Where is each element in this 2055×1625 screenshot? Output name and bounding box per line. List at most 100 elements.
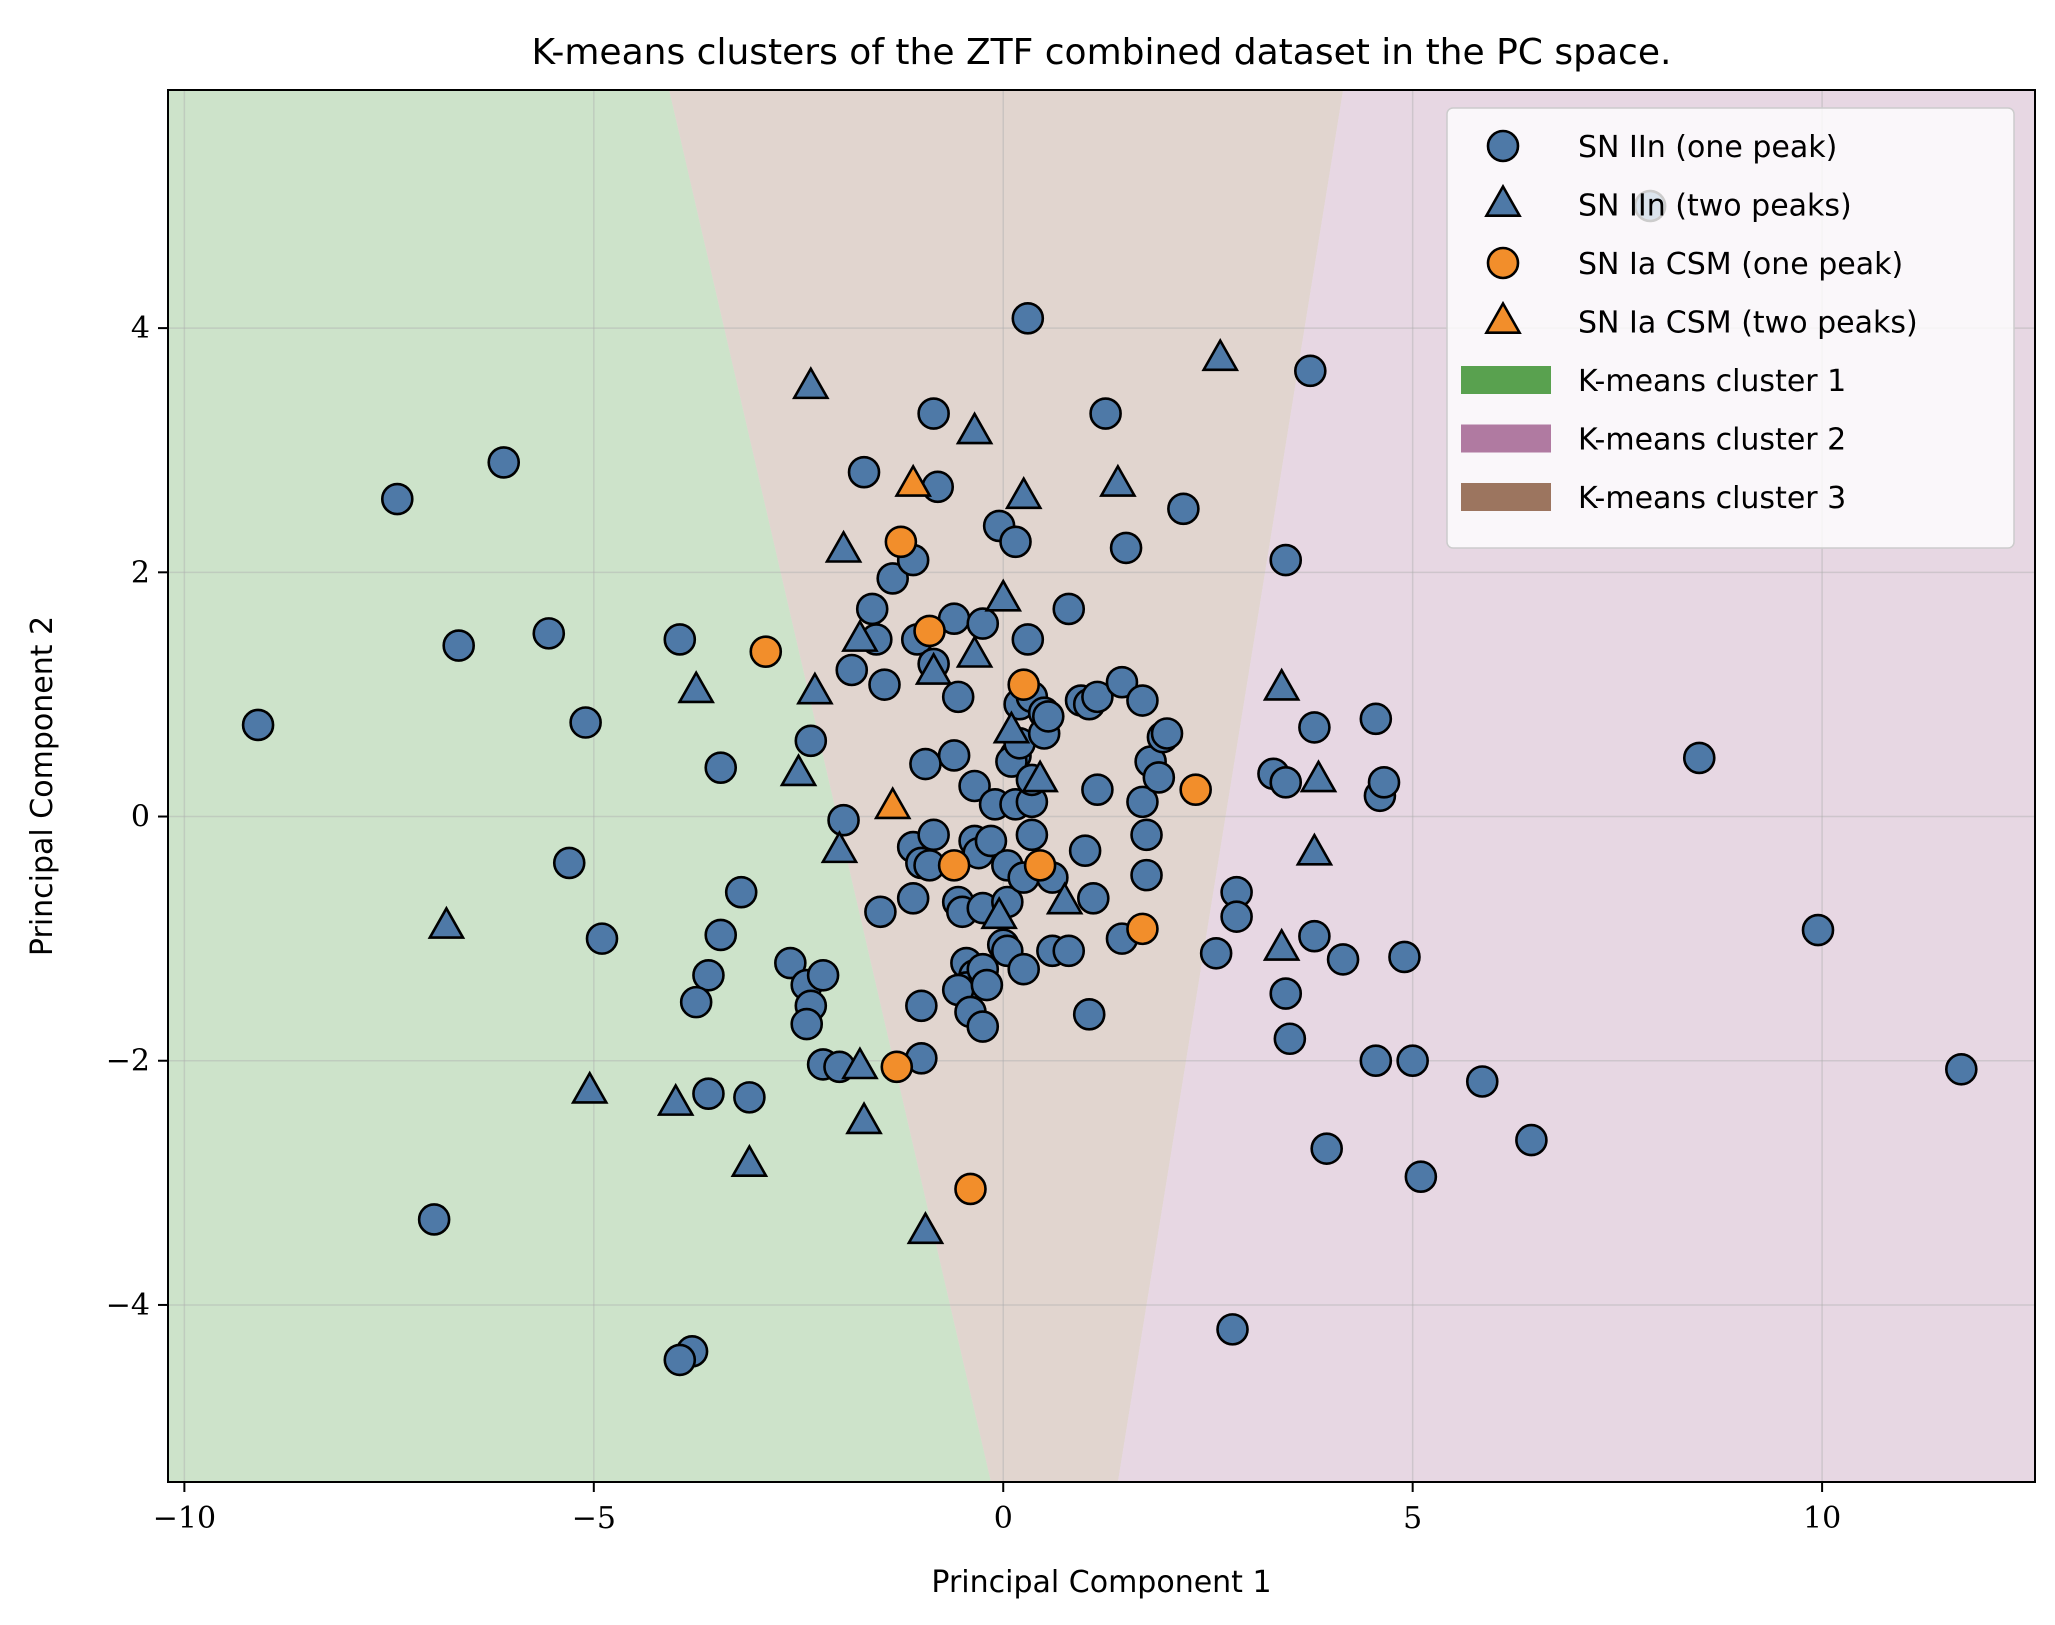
sn-iin-one-peak-point: [1015, 818, 1049, 852]
sn-iin-one-peak-point: [1167, 492, 1200, 526]
sn-iin-one-peak-point: [569, 706, 602, 739]
sn-iin-one-peak-point: [876, 562, 909, 595]
legend-label-k-means-cluster-2: K-means cluster 2: [1578, 423, 1846, 458]
sn-iin-one-peak-point: [1072, 998, 1106, 1031]
sn-iin-one-peak-point: [663, 1343, 697, 1377]
sn-ia-csm-one-peak-point: [1007, 668, 1041, 701]
sn-iin-two-peaks-point: [779, 753, 818, 787]
sn-iin-one-peak-point: [1031, 700, 1065, 733]
sn-iin-one-peak-point: [1682, 741, 1716, 775]
data-points: [241, 189, 1978, 1377]
sn-iin-one-peak-point: [1150, 717, 1184, 750]
legend-label-sn-ia-csm-two-peaks: SN Ia CSM (two peaks): [1578, 306, 1918, 341]
sn-iin-one-peak-point: [704, 918, 738, 952]
sn-ia-csm-two-peaks-point: [894, 463, 932, 497]
legend-marker-sn-ia-csm-one-peak: [1486, 246, 1520, 280]
sn-iin-one-peak-point: [999, 525, 1032, 559]
sn-iin-two-peaks-point: [845, 1101, 883, 1135]
sn-ia-csm-one-peak-point: [937, 849, 971, 882]
sn-iin-one-peak-point: [958, 769, 991, 803]
sn-iin-one-peak-point: [1359, 1044, 1393, 1078]
sn-iin-one-peak-point: [1310, 1132, 1343, 1165]
sn-iin-one-peak-point: [1945, 1052, 1978, 1086]
legend-box: [1446, 107, 2015, 549]
x-tick-label: 10: [1803, 1501, 1841, 1536]
legend: SN IIn (one peak) SN IIn (two peaks) SN Ia…: [1446, 107, 2015, 549]
legend-label-k-means-cluster-1: K-means cluster 1: [1578, 364, 1846, 399]
sn-iin-one-peak-point: [1269, 977, 1303, 1010]
axis-ticks: −10 −5 0 5 10 −4 −2 0 2 4: [106, 311, 1841, 1536]
sn-iin-one-peak-point: [917, 818, 950, 852]
sn-iin-one-peak-point: [941, 680, 975, 714]
sn-iin-two-peaks-point: [984, 578, 1023, 612]
y-tick-label: −4: [106, 1288, 150, 1323]
sn-ia-csm-two-peaks-point: [873, 786, 912, 820]
sn-iin-one-peak-point: [909, 747, 942, 781]
sn-iin-one-peak-point: [1199, 936, 1233, 970]
sn-iin-one-peak-point: [1081, 680, 1114, 714]
y-tick-label: 4: [131, 311, 150, 346]
sn-iin-one-peak-point: [704, 751, 738, 784]
sn-iin-one-peak-point: [380, 482, 414, 516]
sn-iin-two-peaks-point: [980, 896, 1018, 930]
sn-iin-two-peaks-point: [841, 618, 879, 652]
sn-iin-one-peak-point: [442, 629, 475, 662]
legend-swatch-k-means-cluster-3: [1461, 483, 1551, 511]
sn-iin-one-peak-point: [1068, 834, 1102, 868]
sn-ia-csm-one-peak-point: [1126, 912, 1159, 946]
region-k-means-cluster-3: [669, 90, 1344, 1482]
sn-iin-one-peak-point: [1515, 1123, 1548, 1157]
sn-iin-two-peaks-point: [796, 671, 834, 705]
sn-iin-two-peaks-point: [792, 366, 830, 400]
sn-iin-two-peaks-point: [427, 905, 466, 939]
sn-iin-two-peaks-point: [906, 1211, 945, 1245]
sn-iin-two-peaks-point: [1004, 475, 1043, 510]
sn-iin-one-peak-point: [847, 455, 881, 489]
sn-iin-one-peak-point: [1801, 913, 1835, 947]
sn-iin-two-peaks-point: [955, 634, 994, 668]
sn-iin-one-peak-point: [1130, 858, 1163, 892]
sn-iin-one-peak-point: [1126, 785, 1159, 819]
sn-iin-two-peaks-point: [1262, 667, 1301, 701]
sn-iin-one-peak-point: [1052, 592, 1086, 626]
sn-iin-one-peak-point: [1367, 766, 1401, 799]
legend-label-sn-ia-csm-one-peak: SN Ia CSM (one peak): [1578, 247, 1903, 282]
sn-iin-one-peak-point: [794, 724, 828, 758]
sn-iin-one-peak-point: [1404, 1160, 1438, 1194]
sn-iin-one-peak-point: [1126, 684, 1159, 717]
sn-iin-one-peak-point: [552, 846, 586, 880]
sn-ia-csm-one-peak-point: [913, 614, 946, 648]
sn-iin-one-peak-point: [1105, 665, 1139, 699]
legend-marker-sn-ia-csm-two-peaks: [1484, 300, 1522, 334]
sn-iin-one-peak-point: [1109, 531, 1143, 565]
sn-iin-two-peaks-point: [914, 651, 953, 685]
sn-iin-one-peak-point: [966, 1010, 1000, 1043]
sn-iin-two-peaks-point: [677, 670, 715, 704]
y-tick-label: 2: [131, 555, 150, 590]
sn-iin-one-peak-point: [1220, 900, 1253, 933]
sn-iin-one-peak-point: [806, 958, 840, 992]
sn-iin-one-peak-point: [1359, 702, 1393, 736]
sn-iin-one-peak-point: [1216, 1313, 1249, 1346]
sn-iin-two-peaks-point: [992, 710, 1031, 744]
sn-iin-one-peak-point: [1273, 1022, 1307, 1056]
legend-label-k-means-cluster-3: K-means cluster 3: [1578, 481, 1846, 516]
sn-iin-one-peak-point: [966, 607, 1000, 640]
sn-iin-one-peak-point: [974, 824, 1008, 858]
legend-label-sn-iin-two-peaks: SN IIn (two peaks): [1578, 189, 1852, 224]
sn-iin-one-peak-point: [663, 623, 697, 656]
sn-iin-one-peak-point: [1269, 543, 1303, 577]
x-tick-label: 0: [994, 1501, 1013, 1536]
region-k-means-cluster-1: [168, 90, 991, 1482]
sn-iin-one-peak-point: [1081, 773, 1114, 806]
sn-iin-one-peak-point: [827, 803, 860, 837]
sn-iin-one-peak-point: [692, 1077, 725, 1111]
sn-iin-two-peaks-point: [955, 411, 994, 445]
sn-iin-one-peak-point: [1388, 940, 1421, 974]
sn-iin-one-peak-point: [1142, 761, 1176, 794]
legend-marker-sn-iin-one-peak: [1486, 129, 1520, 163]
sn-iin-one-peak-point: [417, 1203, 451, 1236]
sn-iin-one-peak-point: [1326, 943, 1360, 976]
sn-ia-csm-one-peak-point: [749, 635, 783, 668]
x-tick-label: −5: [572, 1501, 616, 1536]
